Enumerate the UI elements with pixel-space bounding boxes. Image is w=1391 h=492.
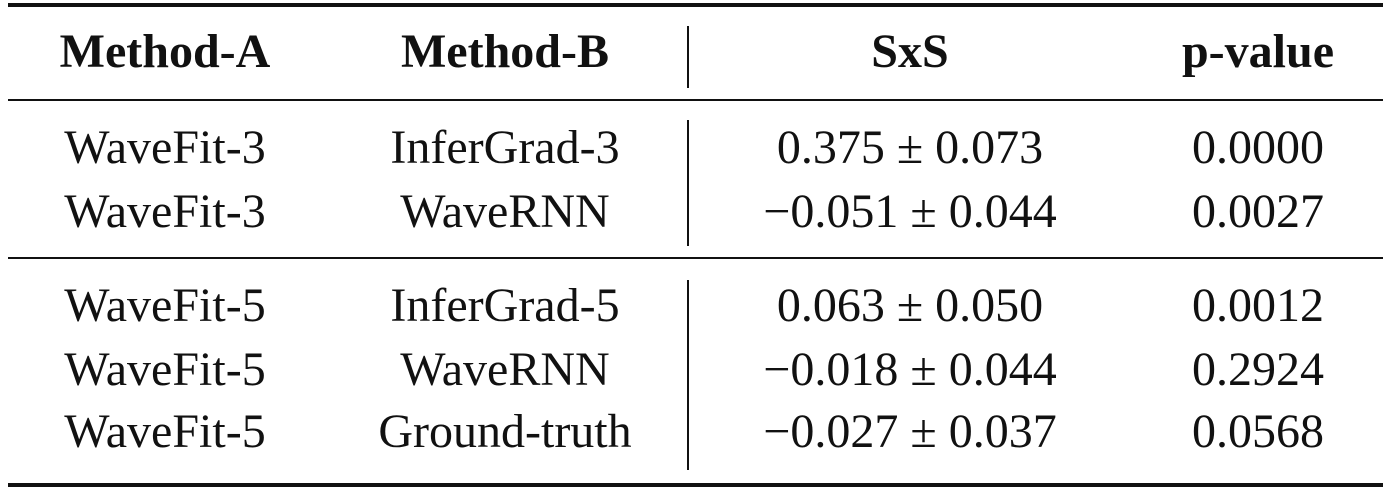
table-cell: 0.0000: [1192, 121, 1324, 174]
table-cell: WaveFit-5: [64, 279, 266, 332]
table-cell: −0.018 ± 0.044: [763, 343, 1057, 396]
table-cell: WaveFit-3: [64, 185, 266, 238]
table-cell: −0.051 ± 0.044: [763, 185, 1057, 238]
mid-rule: [8, 257, 1383, 259]
column-divider: [687, 280, 689, 470]
table-cell: InferGrad-5: [390, 279, 620, 332]
table-cell: InferGrad-3: [390, 121, 620, 174]
table-cell: 0.0012: [1192, 279, 1324, 332]
table-cell: 0.063 ± 0.050: [776, 279, 1044, 332]
header-cell: SxS: [871, 25, 949, 78]
header-cell: p-value: [1181, 25, 1334, 78]
table-cell: WaveRNN: [400, 343, 610, 396]
mid-rule: [8, 99, 1383, 101]
top-rule: [8, 3, 1383, 7]
table-cell: 0.0027: [1192, 185, 1324, 238]
table-cell: WaveFit-5: [64, 343, 266, 396]
table-cell: 0.375 ± 0.073: [776, 121, 1044, 174]
table-cell: 0.2924: [1192, 343, 1324, 396]
table-cell: WaveRNN: [400, 185, 610, 238]
column-divider: [687, 26, 689, 88]
table-cell: −0.027 ± 0.037: [763, 405, 1057, 458]
table-cell: Ground-truth: [378, 405, 632, 458]
table-cell: WaveFit-3: [64, 121, 266, 174]
header-cell: Method-A: [59, 25, 271, 78]
bottom-rule: [8, 483, 1383, 487]
header-cell: Method-B: [401, 25, 609, 78]
table-cell: WaveFit-5: [64, 405, 266, 458]
column-divider: [687, 120, 689, 246]
table-cell: 0.0568: [1192, 405, 1324, 458]
